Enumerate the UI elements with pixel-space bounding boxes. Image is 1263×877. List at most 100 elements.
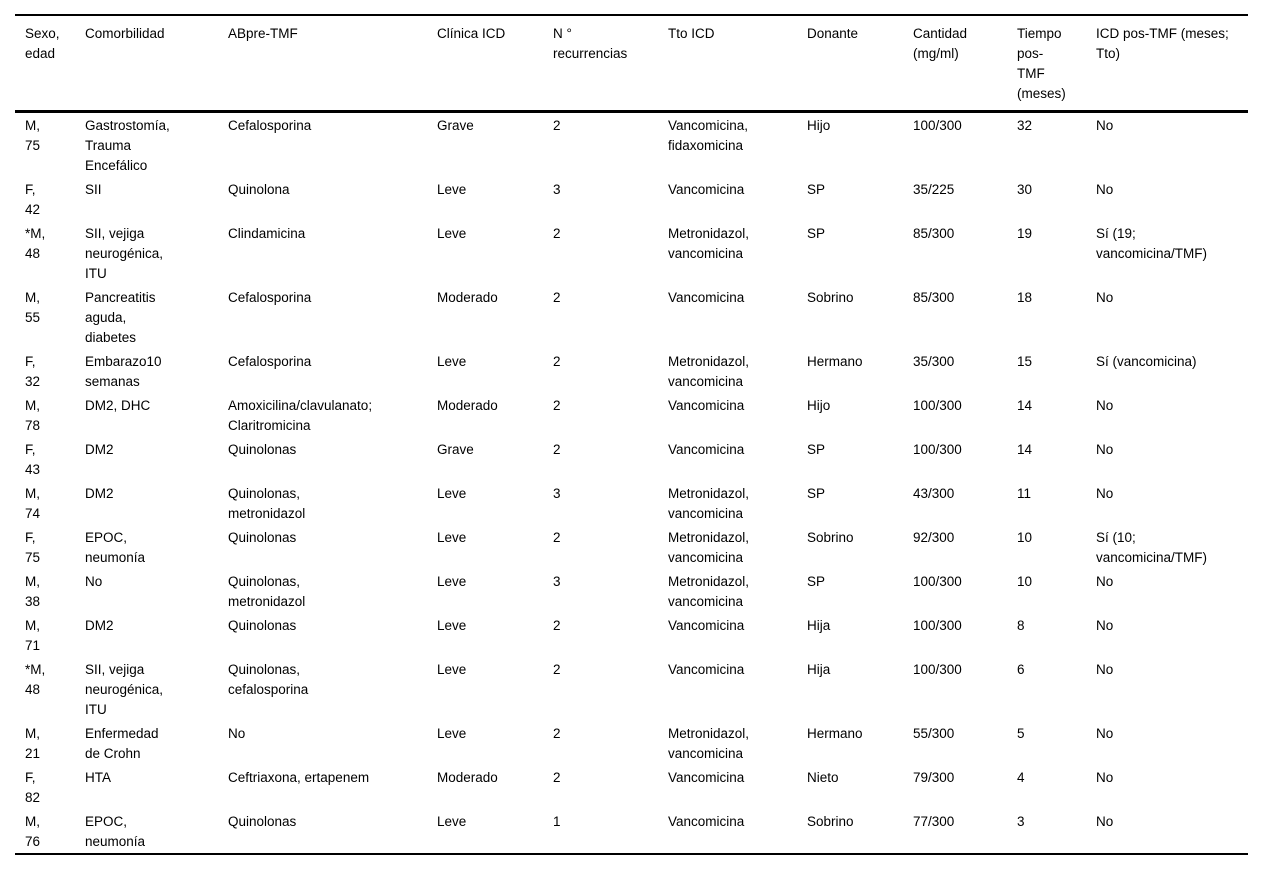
table-cell: Leve [437,486,467,501]
table-cell: SP [807,574,826,589]
table-cell: Vancomicina [668,662,745,677]
table-cell: 2 [553,118,561,133]
table-cell: Metronidazol, vancomicina [668,354,750,389]
table-cell: Nieto [807,770,839,785]
table-cell: 2 [553,618,561,633]
table-cell: 30 [1017,182,1033,197]
table-cell: No [1096,290,1114,305]
table-cell: Sobrino [807,290,854,305]
table-row: M, 38 No Quinolonas, metronidazol Leve 3 Metr… [15,569,1248,613]
table-cell: 19 [1017,226,1033,241]
table-cell: No [1096,618,1114,633]
table-cell: SII [85,182,102,197]
table-cell: Vancomicina [668,398,745,413]
table-cell: 10 [1017,574,1033,589]
column-header: N ° recurrencias [553,15,668,113]
table-cell: Leve [437,618,467,633]
column-header: ICD pos-TMF (meses; Tto) [1096,15,1248,113]
column-header: ABpre-TMF [228,15,437,113]
table-cell: Leve [437,814,467,829]
table-cell: 3 [553,486,561,501]
table-cell: Quinolonas, metronidazol [228,574,306,609]
table-cell: M, 75 [25,118,41,153]
table-cell: DM2 [85,486,114,501]
table-cell: F, 42 [25,182,41,217]
table-cell: 11 [1017,486,1032,501]
table-cell: Metronidazol, vancomicina [668,726,750,761]
table-cell: 100/300 [913,618,962,633]
table-row: F, 82 HTA Ceftriaxona, ertapenem Moderado 2 V… [15,765,1248,809]
table-cell: Hija [807,662,831,677]
table-cell: Pancreatitis aguda, diabetes [85,290,156,345]
table-cell: SP [807,226,826,241]
table-cell: 77/300 [913,814,955,829]
table-cell: 3 [553,574,561,589]
table-body: M, 75 Gastrostomía, Trauma Encefálico Cefa… [15,112,1248,855]
table-cell: No [228,726,246,741]
table-cell: No [1096,574,1114,589]
table-cell: 100/300 [913,442,962,457]
table-cell: Metronidazol, vancomicina [668,486,750,521]
table-cell: Leve [437,726,467,741]
table-cell: DM2 [85,442,114,457]
table-cell: 2 [553,770,561,785]
table-cell: No [1096,486,1114,501]
table-cell: SII, vejiga neurogénica, ITU [85,226,164,281]
table-cell: Moderado [437,770,498,785]
table-row: F, 75 EPOC, neumonía Quinolonas Leve 2 Metron… [15,525,1248,569]
table-cell: 2 [553,226,561,241]
column-header: Clínica ICD [437,15,553,113]
header-row: Sexo, edad Comorbilidad ABpre-TMF Clínica I… [15,15,1248,113]
table-cell: EPOC, neumonía [85,530,146,565]
table-cell: 6 [1017,662,1025,677]
table-cell: Gastrostomía, Trauma Encefálico [85,118,170,173]
table-cell: Quinolonas, metronidazol [228,486,306,521]
table-cell: Amoxicilina/clavulanato; Claritromicina [228,398,373,433]
table-cell: 100/300 [913,574,962,589]
table-cell: Quinolonas [228,618,297,633]
table-row: M, 74 DM2 Quinolonas, metronidazol Leve 3 Met… [15,481,1248,525]
table-cell: M, 76 [25,814,41,849]
table-cell: Cefalosporina [228,290,312,305]
table-cell: DM2 [85,618,114,633]
table-cell: 85/300 [913,226,955,241]
table-cell: Vancomicina [668,182,745,197]
table-cell: Leve [437,182,467,197]
table-cell: 1 [553,814,561,829]
table-cell: Hija [807,618,831,633]
table-row: M, 71 DM2 Quinolonas Leve 2 Vancomicina Hija 10… [15,613,1248,657]
table-cell: Ceftriaxona, ertapenem [228,770,370,785]
table-cell: Sobrino [807,530,854,545]
table-cell: Leve [437,354,467,369]
table-cell: 18 [1017,290,1033,305]
table-cell: Grave [437,118,474,133]
table-cell: Vancomicina, fidaxomicina [668,118,749,153]
table-cell: Hermano [807,354,863,369]
table-cell: No [1096,662,1114,677]
table-cell: 2 [553,530,561,545]
table-cell: *M, 48 [25,662,46,697]
table-cell: F, 75 [25,530,41,565]
table-cell: SII, vejiga neurogénica, ITU [85,662,164,717]
table-cell: M, 55 [25,290,41,325]
table-cell: No [85,574,103,589]
table-cell: Grave [437,442,474,457]
table-cell: 100/300 [913,398,962,413]
table-cell: 79/300 [913,770,955,785]
table-row: F, 43 DM2 Quinolonas Grave 2 Vancomicina SP 100… [15,437,1248,481]
table-row: M, 76 EPOC, neumonía Quinolonas Leve 1 Vancom… [15,809,1248,854]
table-cell: 2 [553,354,561,369]
table-cell: M, 21 [25,726,41,761]
table-cell: 100/300 [913,118,962,133]
table-cell: 2 [553,290,561,305]
table-cell: Sí (10; vancomicina/TMF) [1096,530,1208,565]
table-cell: Hijo [807,118,831,133]
table-cell: 4 [1017,770,1025,785]
table-cell: Vancomicina [668,290,745,305]
table-cell: Sí (19; vancomicina/TMF) [1096,226,1208,261]
table-cell: 2 [553,726,561,741]
table-cell: 3 [1017,814,1025,829]
column-header: Donante [807,15,913,113]
table-row: M, 75 Gastrostomía, Trauma Encefálico Cefa… [15,112,1248,178]
